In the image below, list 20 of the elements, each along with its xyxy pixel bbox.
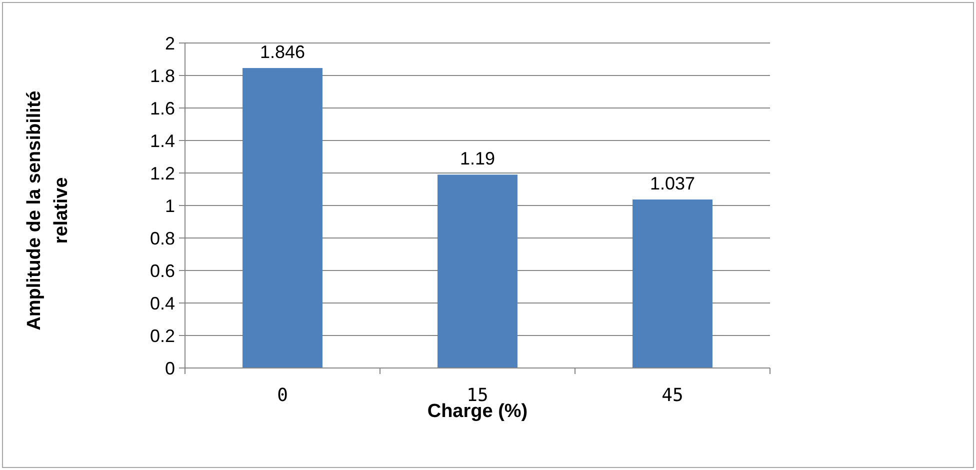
y-tick-label: 0.2 xyxy=(150,326,175,346)
y-tick-label: 0.6 xyxy=(150,260,175,281)
y-tick-label: 0 xyxy=(164,358,175,378)
y-tick-label: 1.2 xyxy=(150,163,175,184)
data-label: 1.846 xyxy=(260,42,306,62)
y-tick-label: 0.8 xyxy=(150,228,175,248)
y-tick-label: 1.4 xyxy=(150,130,175,151)
x-tick-label: 45 xyxy=(662,385,684,406)
y-tick-label: 1.8 xyxy=(150,66,175,86)
y-tick-label: 2 xyxy=(164,33,175,54)
y-tick-label: 1 xyxy=(164,196,175,216)
y-tick-label: 1.6 xyxy=(150,98,175,118)
bar xyxy=(242,68,322,368)
bar xyxy=(438,174,518,368)
y-tick-label: 0.4 xyxy=(150,293,175,314)
x-tick-label: 0 xyxy=(277,385,288,406)
data-label: 1.19 xyxy=(460,148,496,169)
data-label: 1.037 xyxy=(650,173,696,194)
y-axis-title: Amplitude de la sensibilité relative xyxy=(24,90,72,330)
bar xyxy=(632,199,712,368)
